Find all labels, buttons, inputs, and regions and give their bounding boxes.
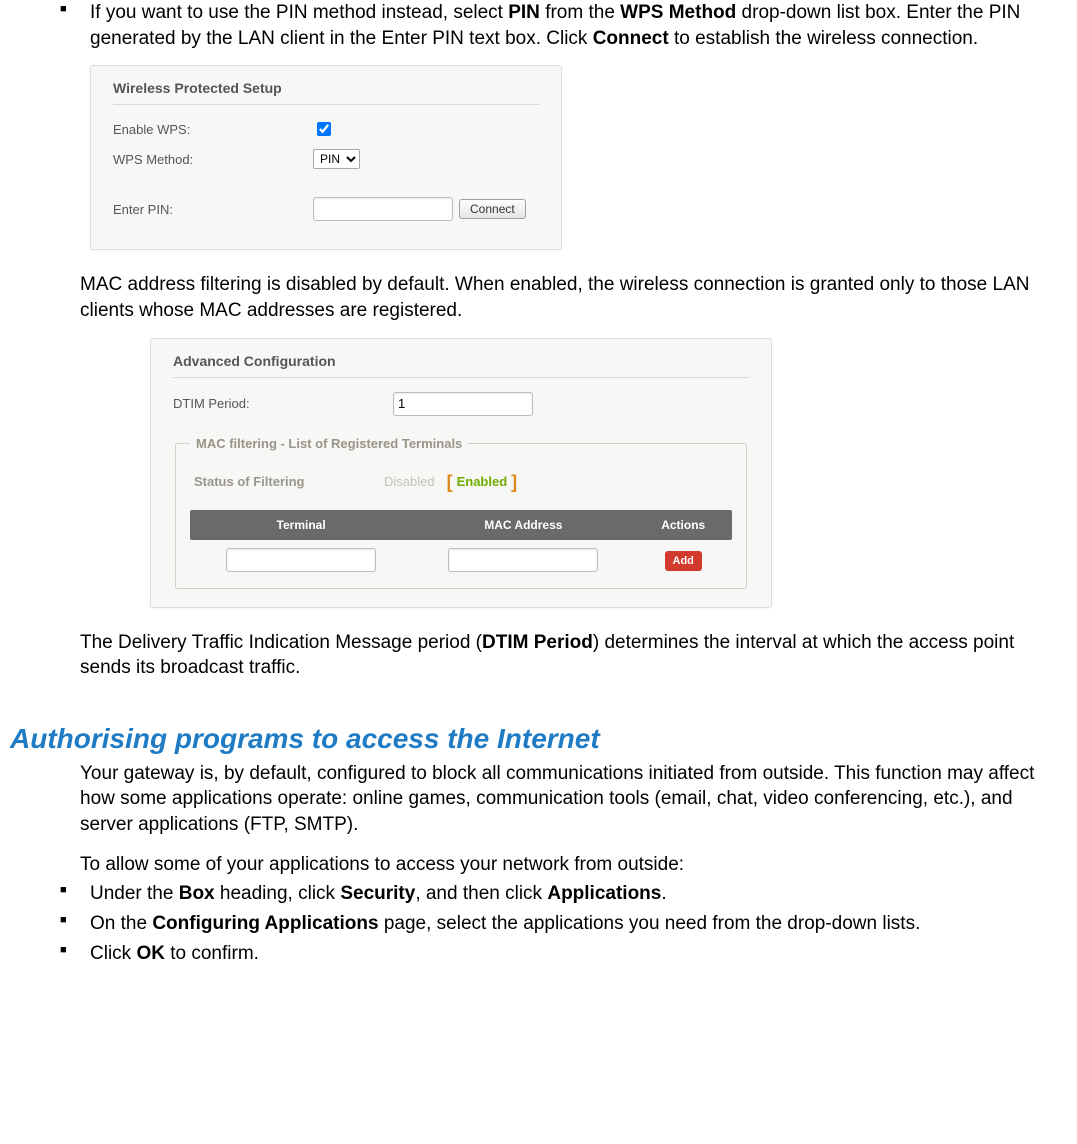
allow-intro: To allow some of your applications to ac… [80, 852, 1067, 878]
mac-filtering-fieldset: MAC filtering - List of Registered Termi… [175, 436, 747, 589]
filtering-status-row: Status of Filtering Disabled [ Enabled ] [194, 471, 732, 492]
section-heading: Authorising programs to access the Inter… [10, 723, 1067, 755]
wps-enable-checkbox[interactable] [317, 122, 331, 136]
wps-connect-button[interactable]: Connect [459, 199, 526, 219]
wps-method-select[interactable]: PIN [313, 149, 360, 169]
wps-enable-row: Enable WPS: [113, 119, 539, 139]
allow-bullet-2: On the Configuring Applications page, se… [60, 911, 1067, 937]
col-actions: Actions [634, 510, 732, 540]
auth-paragraph: Your gateway is, by default, configured … [80, 761, 1067, 838]
mac-filtering-legend: MAC filtering - List of Registered Termi… [190, 436, 468, 451]
add-button[interactable]: Add [665, 551, 702, 571]
dtim-label: DTIM Period: [173, 396, 393, 411]
advanced-screenshot: Advanced Configuration DTIM Period: MAC … [150, 338, 772, 608]
wps-method-row: WPS Method: PIN [113, 149, 539, 169]
mac-table-header: Terminal MAC Address Actions [190, 510, 732, 540]
mac-paragraph: MAC address filtering is disabled by def… [80, 272, 1067, 323]
wps-method-label: WPS Method: [113, 152, 313, 167]
wps-pin-label: Enter PIN: [113, 202, 313, 217]
wps-title: Wireless Protected Setup [113, 80, 539, 105]
dtim-paragraph: The Delivery Traffic Indication Message … [80, 630, 1067, 681]
wps-pin-row: Enter PIN: Connect [113, 197, 539, 221]
allow-bullet-3: Click OK to confirm. [60, 941, 1067, 967]
mac-table-row: Add [190, 540, 732, 574]
adv-title: Advanced Configuration [173, 353, 749, 378]
dtim-row: DTIM Period: [173, 392, 749, 416]
filtering-status-label: Status of Filtering [194, 474, 384, 489]
intro-wps-bold: WPS Method [620, 2, 736, 23]
bracket-left: [ [447, 472, 453, 493]
intro-text-mid1: from the [540, 2, 620, 23]
intro-pin-bold: PIN [508, 2, 540, 23]
terminal-input[interactable] [226, 548, 376, 572]
dtim-input[interactable] [393, 392, 533, 416]
dtim-bold: DTIM Period [482, 632, 593, 653]
col-terminal: Terminal [190, 510, 412, 540]
filtering-enabled-option[interactable]: Enabled [453, 474, 512, 489]
bracket-right: ] [511, 472, 517, 493]
dtim-pre: The Delivery Traffic Indication Message … [80, 632, 482, 653]
intro-bullet: If you want to use the PIN method instea… [60, 0, 1067, 51]
allow-bullet-list: Under the Box heading, click Security, a… [60, 881, 1067, 966]
intro-text-pre: If you want to use the PIN method instea… [90, 2, 508, 23]
intro-bullet-list: If you want to use the PIN method instea… [60, 0, 1067, 51]
intro-text-post: to establish the wireless connection. [669, 28, 978, 49]
wps-pin-input[interactable] [313, 197, 453, 221]
allow-bullet-1: Under the Box heading, click Security, a… [60, 881, 1067, 907]
wps-screenshot: Wireless Protected Setup Enable WPS: WPS… [90, 65, 562, 250]
col-mac: MAC Address [412, 510, 634, 540]
mac-address-input[interactable] [448, 548, 598, 572]
filtering-disabled-option[interactable]: Disabled [384, 474, 435, 489]
intro-connect-bold: Connect [593, 28, 669, 49]
wps-enable-label: Enable WPS: [113, 122, 313, 137]
